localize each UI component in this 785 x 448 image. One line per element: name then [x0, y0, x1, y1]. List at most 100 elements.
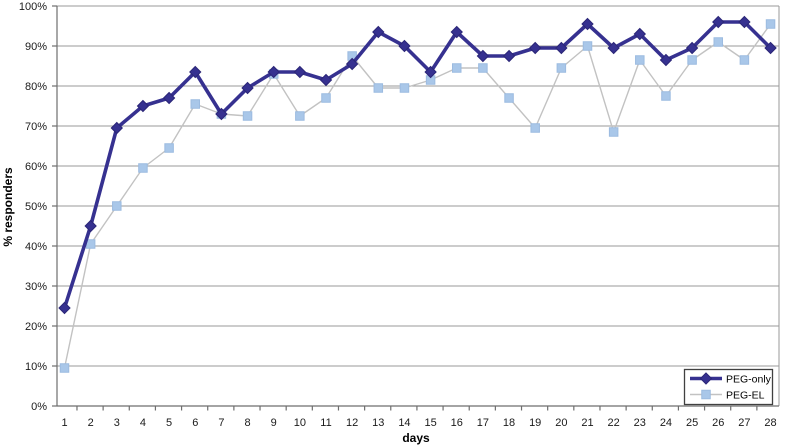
x-tick-label: 20	[555, 417, 567, 429]
y-tick-label: 10%	[25, 361, 47, 373]
x-tick-label: 22	[608, 417, 620, 429]
series-line-peg-only	[62, 20, 773, 310]
y-tick-label: 0%	[31, 401, 47, 413]
x-tick-label: 1	[61, 417, 67, 429]
data-point-marker	[295, 111, 305, 121]
data-point-marker	[58, 301, 71, 315]
x-tick-label: 15	[424, 417, 436, 429]
data-point-marker	[373, 83, 384, 93]
x-tick-label: 6	[192, 417, 198, 429]
y-tick-label: 60%	[25, 161, 47, 173]
x-tick-label: 26	[712, 417, 724, 429]
data-point-marker	[321, 93, 331, 103]
data-point-marker	[189, 65, 202, 79]
series-peg-only	[58, 15, 777, 315]
data-point-marker	[215, 107, 228, 121]
x-tick-label: 16	[451, 417, 463, 429]
data-point-marker	[712, 15, 725, 29]
data-point-marker	[739, 55, 750, 65]
x-tick-label: 13	[372, 417, 384, 429]
data-point-marker	[661, 91, 671, 101]
x-tick-label: 21	[581, 417, 593, 429]
data-point-marker	[399, 83, 410, 93]
x-tick-label: 10	[294, 417, 306, 429]
data-point-marker	[581, 17, 594, 31]
data-point-marker	[633, 27, 647, 41]
x-axis-title: days	[402, 431, 430, 445]
data-point-marker	[319, 73, 333, 87]
x-tick-label: 14	[398, 417, 410, 429]
data-point-marker	[556, 63, 567, 73]
data-point-marker	[241, 81, 254, 95]
data-point-marker	[164, 143, 174, 153]
data-point-marker	[452, 63, 462, 73]
data-point-marker	[136, 99, 150, 113]
x-tick-label: 9	[271, 417, 277, 429]
x-tick-label: 18	[503, 417, 515, 429]
data-point-marker	[267, 65, 280, 79]
x-tick-label: 4	[140, 417, 146, 429]
x-tick-label: 24	[660, 417, 672, 429]
data-point-marker	[59, 363, 70, 373]
x-tick-label: 28	[764, 417, 776, 429]
data-point-marker	[476, 49, 490, 63]
data-point-marker	[659, 53, 673, 67]
data-point-marker	[293, 65, 307, 79]
y-tick-label: 50%	[25, 201, 47, 213]
y-tick-label: 80%	[25, 81, 47, 93]
legend-swatches	[690, 372, 722, 400]
data-point-marker	[528, 41, 542, 55]
data-point-marker	[530, 123, 540, 133]
data-point-marker	[162, 91, 176, 105]
x-tick-label: 7	[218, 417, 224, 429]
gridlines-layer	[57, 5, 780, 406]
y-tick-label: 20%	[25, 321, 47, 333]
data-point-marker	[84, 219, 97, 233]
x-tick-label: 5	[166, 417, 172, 429]
y-tick-label: 70%	[25, 121, 47, 133]
data-point-marker	[685, 41, 699, 55]
x-tick-label: 12	[346, 417, 358, 429]
data-point-marker	[345, 57, 359, 71]
data-point-marker	[738, 15, 751, 29]
data-point-marker	[138, 163, 148, 173]
data-point-marker	[450, 25, 463, 39]
x-tick-label: 27	[738, 417, 750, 429]
y-tick-label: 100%	[19, 1, 47, 13]
x-tick-label: 11	[320, 417, 331, 429]
x-tick-label: 3	[114, 417, 120, 429]
data-point-marker	[478, 63, 488, 73]
legend: PEG-only PEG-EL	[683, 368, 774, 406]
legend-marker-peg-el	[701, 389, 711, 400]
data-point-marker	[607, 41, 620, 55]
x-tick-label: 2	[88, 417, 94, 429]
series-peg-el	[59, 19, 776, 373]
data-point-marker	[502, 49, 516, 63]
data-point-marker	[112, 201, 122, 211]
x-tick-label: 23	[634, 417, 646, 429]
x-tick-label: 8	[244, 417, 250, 429]
series-line-peg-el	[63, 23, 772, 369]
legend-label-peg-only: PEG-only	[726, 374, 772, 386]
legend-border	[683, 368, 774, 406]
data-point-marker	[372, 25, 385, 39]
data-point-marker	[764, 41, 777, 55]
data-point-marker	[765, 19, 776, 29]
data-point-marker	[555, 41, 568, 55]
x-tick-label: 19	[529, 417, 541, 429]
y-tick-label: 40%	[25, 241, 47, 253]
data-point-marker	[635, 55, 645, 65]
data-point-marker	[582, 41, 593, 51]
data-point-marker	[110, 121, 124, 135]
data-point-marker	[424, 65, 437, 79]
y-tick-label: 90%	[25, 41, 47, 53]
legend-marker-peg-only	[699, 372, 713, 385]
data-point-marker	[242, 111, 253, 121]
x-tick-label: 25	[686, 417, 698, 429]
y-axis-title: % responders	[1, 167, 15, 247]
y-tick-label: 30%	[25, 281, 47, 293]
data-point-marker	[608, 127, 619, 137]
data-point-marker	[190, 99, 200, 109]
